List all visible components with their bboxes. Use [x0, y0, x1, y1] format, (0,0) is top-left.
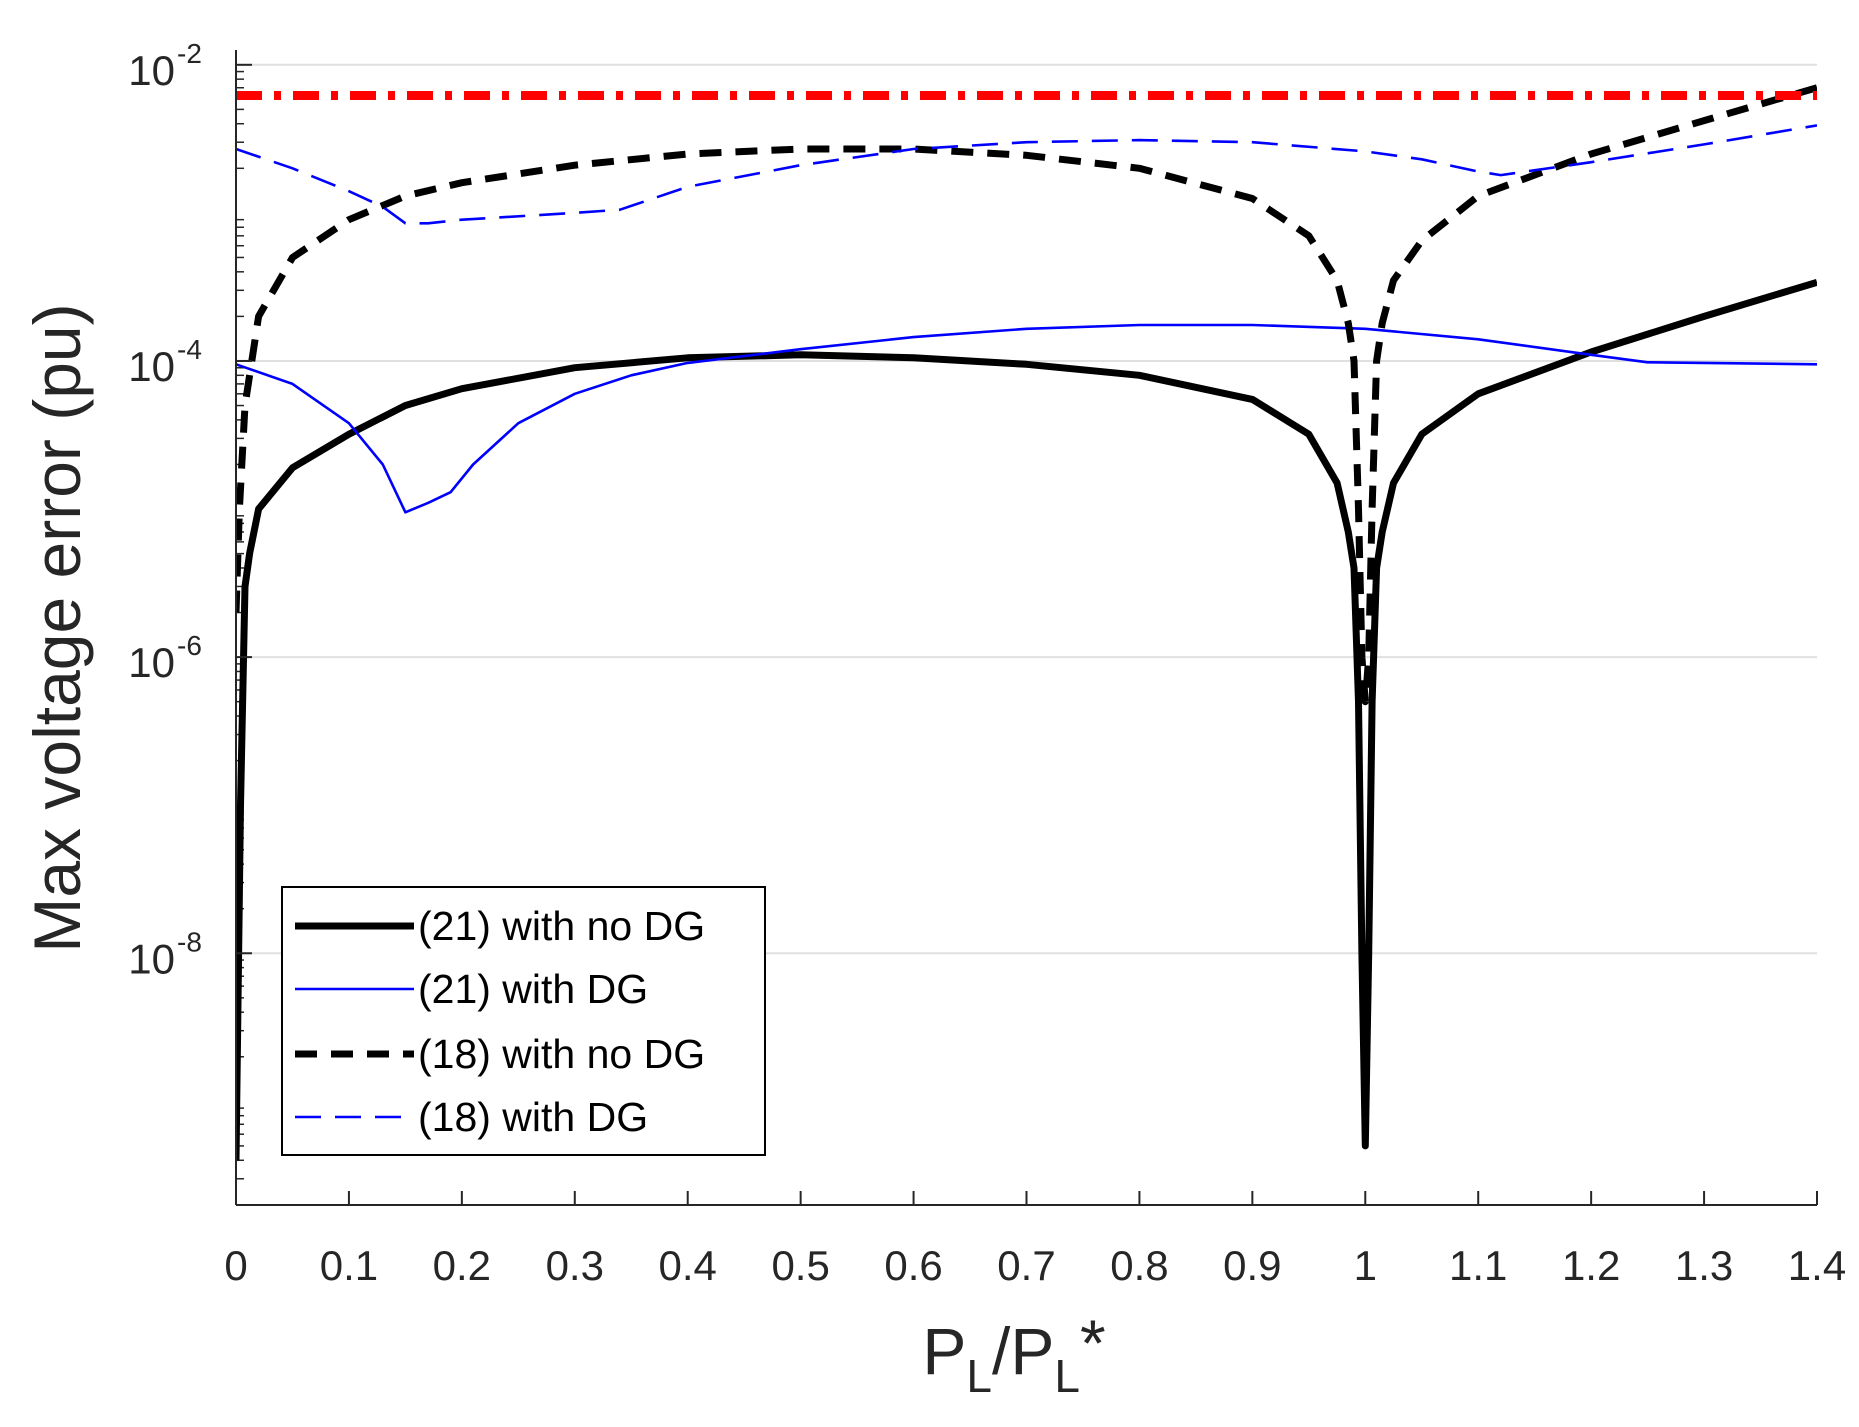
x-title-main: P — [922, 1314, 966, 1388]
legend-label-18-no-dg: (18) with no DG — [418, 1031, 705, 1077]
y-tick-exponent-3: -2 — [177, 38, 202, 69]
x-title-slash: / — [992, 1314, 1011, 1388]
y-axis-title: Max voltage error (pu) — [20, 303, 94, 952]
x-tick-label-2: 0.2 — [433, 1242, 491, 1289]
y-tick-label-1: 10 — [128, 639, 175, 686]
legend-label-18-dg: (18) with DG — [418, 1094, 648, 1140]
x-tick-label-1: 0.1 — [320, 1242, 378, 1289]
series-18-with-dg — [236, 124, 1817, 225]
x-title-star: * — [1080, 1306, 1106, 1380]
x-tick-label-6: 0.6 — [884, 1242, 942, 1289]
x-tick-label-8: 0.8 — [1110, 1242, 1168, 1289]
x-title-sub: L — [966, 1350, 992, 1402]
x-tick-label-5: 0.5 — [771, 1242, 829, 1289]
x-tick-label-14: 1.4 — [1788, 1242, 1846, 1289]
legend-label-21-no-dg: (21) with no DG — [418, 903, 705, 949]
series-21-with-no-dg — [236, 278, 1817, 1161]
x-tick-label-13: 1.3 — [1675, 1242, 1733, 1289]
x-axis-title: PL/PL* — [922, 1306, 1105, 1402]
x-tick-label-3: 0.3 — [546, 1242, 604, 1289]
x-tick-label-12: 1.2 — [1562, 1242, 1620, 1289]
legend: (21) with no DG (21) with DG (18) with n… — [281, 886, 766, 1156]
y-tick-exponent-1: -6 — [177, 630, 202, 661]
y-tick-label-0: 10 — [128, 935, 175, 982]
y-tick-exponent-0: -8 — [177, 926, 202, 957]
x-tick-label-9: 0.9 — [1223, 1242, 1281, 1289]
series-18-with-no-dg — [236, 84, 1817, 706]
x-tick-label-11: 1.1 — [1449, 1242, 1507, 1289]
x-tick-label-0: 0 — [224, 1242, 247, 1289]
y-ticks: 10-810-610-410-2 — [128, 38, 252, 982]
x-tick-label-7: 0.7 — [997, 1242, 1055, 1289]
legend-box — [281, 886, 766, 1156]
x-tick-label-10: 1 — [1354, 1242, 1377, 1289]
x-tick-label-4: 0.4 — [659, 1242, 717, 1289]
series-21-with-dg — [236, 323, 1817, 514]
y-tick-exponent-2: -4 — [177, 334, 202, 365]
x-ticks: 0 0.1 0.2 0.3 0.4 0.5 0.6 0.7 0.8 0.9 1 1.1 1.2 1.3 1.… — [224, 1191, 1846, 1289]
y-tick-label-3: 10 — [128, 47, 175, 94]
x-title-sub2: L — [1054, 1350, 1080, 1402]
legend-label-21-dg: (21) with DG — [418, 966, 648, 1012]
y-tick-label-2: 10 — [128, 343, 175, 390]
series-lines — [236, 84, 1817, 1161]
x-title-main2: P — [1010, 1314, 1054, 1388]
